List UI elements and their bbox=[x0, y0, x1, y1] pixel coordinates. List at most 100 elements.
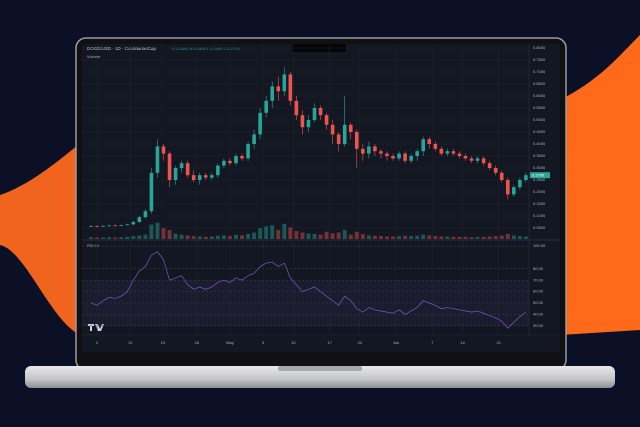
candle-body bbox=[367, 146, 371, 154]
volume-bar bbox=[173, 233, 178, 239]
volume-bar bbox=[270, 225, 275, 239]
volume-bar bbox=[391, 236, 396, 239]
candle-body bbox=[276, 86, 281, 92]
candle-body bbox=[348, 124, 353, 132]
candle-body bbox=[240, 156, 244, 159]
volume-bar bbox=[179, 234, 184, 239]
rsi-tick-label: 80.00 bbox=[533, 266, 544, 271]
volume-bar bbox=[493, 236, 498, 239]
candle-body bbox=[167, 153, 172, 180]
candle-body bbox=[512, 187, 516, 195]
candle-body bbox=[101, 225, 105, 227]
volume-bar bbox=[415, 235, 420, 239]
candle-body bbox=[318, 108, 323, 116]
volume-bar bbox=[221, 235, 226, 239]
rsi-tick-label: 40.00 bbox=[533, 311, 544, 316]
volume-bar bbox=[463, 236, 468, 239]
volume-bar bbox=[433, 236, 438, 239]
rsi-line bbox=[90, 251, 527, 329]
y-tick-label: 0.7000 bbox=[533, 69, 546, 74]
volume-bar bbox=[203, 236, 208, 239]
candle-body bbox=[294, 100, 299, 116]
x-tick-label: 2 bbox=[96, 340, 99, 345]
volume-bar bbox=[282, 223, 287, 239]
candle-body bbox=[475, 158, 480, 161]
candle-body bbox=[403, 153, 407, 161]
candle-body bbox=[409, 156, 413, 161]
y-tick-label: 0.1500 bbox=[533, 201, 546, 206]
volume-bar bbox=[342, 230, 347, 239]
candle-body bbox=[107, 225, 111, 227]
candle-body bbox=[361, 148, 365, 154]
candle-body bbox=[179, 163, 184, 168]
volume-bar bbox=[233, 234, 238, 239]
candle-body bbox=[505, 180, 510, 195]
volume-bar bbox=[517, 236, 522, 239]
volume-bar bbox=[511, 235, 516, 239]
candle-body bbox=[493, 168, 498, 173]
candle-body bbox=[457, 153, 462, 156]
candle-body bbox=[125, 224, 130, 226]
x-tick-label: 19 bbox=[161, 340, 166, 345]
candle-body bbox=[487, 163, 492, 168]
symbol-title: DOGE/USD · 1D · CoinMarketCap bbox=[87, 46, 157, 51]
y-tick-label: 0.2500 bbox=[533, 177, 546, 182]
x-tick-label: 3 bbox=[262, 340, 265, 345]
candle-body bbox=[342, 124, 347, 144]
candle-body bbox=[312, 108, 317, 120]
volume-bar bbox=[372, 235, 377, 239]
candle-body bbox=[137, 217, 142, 222]
y-tick-label: 0.3500 bbox=[533, 153, 546, 158]
volume-bar bbox=[306, 233, 311, 239]
rsi-band bbox=[82, 280, 529, 326]
volume-bar bbox=[318, 234, 323, 239]
volume-bar bbox=[457, 236, 462, 239]
last-price-label: 0.2700 bbox=[532, 172, 545, 177]
volume-bar bbox=[240, 235, 245, 239]
candle-body bbox=[149, 172, 154, 212]
volume-bar bbox=[227, 236, 232, 239]
candle-body bbox=[216, 165, 220, 176]
candle-body bbox=[385, 153, 389, 156]
candle-body bbox=[228, 160, 232, 164]
volume-bar bbox=[252, 232, 257, 239]
candle-body bbox=[191, 175, 196, 180]
volume-bar bbox=[354, 231, 359, 239]
volume-bar bbox=[276, 230, 281, 239]
x-tick-label: May bbox=[226, 340, 234, 345]
y-tick-label: 0.5000 bbox=[533, 117, 546, 122]
candle-body bbox=[336, 134, 341, 144]
candle-body bbox=[203, 175, 208, 178]
x-tick-label: 10 bbox=[291, 340, 296, 345]
volume-bar bbox=[288, 227, 293, 239]
candle-body bbox=[288, 74, 293, 101]
x-tick-label: 21 bbox=[496, 340, 501, 345]
candle-body bbox=[463, 156, 468, 159]
ohlc-readout: O 0.2500 H 0.2800 L 0.2400 C 0.2700 bbox=[172, 46, 240, 51]
y-tick-label: 0.4000 bbox=[533, 141, 546, 146]
candle-body bbox=[421, 139, 426, 152]
volume-bar bbox=[348, 234, 353, 239]
volume-bar bbox=[487, 236, 492, 239]
volume-bar bbox=[475, 236, 480, 239]
volume-bar bbox=[113, 237, 118, 239]
x-tick-label: Jun bbox=[393, 340, 399, 345]
candle-body bbox=[155, 146, 160, 173]
rsi-tick-label: 70.00 bbox=[533, 277, 544, 282]
candle-body bbox=[143, 211, 148, 218]
y-tick-label: 0.4500 bbox=[533, 129, 546, 134]
last-price-tag bbox=[530, 172, 550, 179]
volume-bar bbox=[409, 236, 414, 239]
volume-bar bbox=[131, 236, 136, 239]
candle-body bbox=[95, 226, 99, 227]
volume-bar bbox=[107, 237, 112, 239]
volume-bar bbox=[384, 236, 389, 239]
candle-body bbox=[300, 115, 305, 128]
candle-body bbox=[173, 168, 178, 180]
candle-body bbox=[451, 151, 456, 154]
volume-bar bbox=[137, 235, 142, 239]
volume-bar bbox=[421, 234, 426, 239]
volume-bar bbox=[185, 235, 190, 239]
volume-bar bbox=[336, 232, 341, 239]
